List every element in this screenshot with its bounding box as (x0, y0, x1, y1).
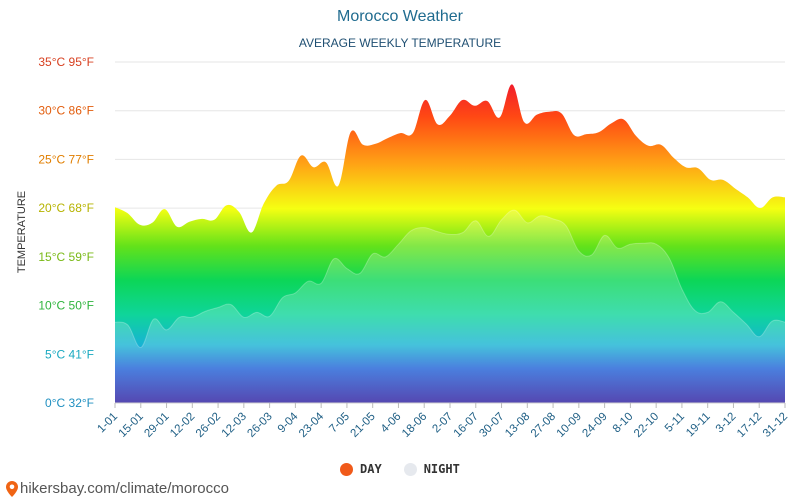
y-tick-label: 20°C 68°F (38, 201, 94, 215)
x-tick-label: 22-10 (632, 411, 661, 440)
source-link-text[interactable]: hikersbay.com/climate/morocco (20, 480, 229, 497)
x-tick-label: 27-08 (529, 411, 558, 440)
chart-legend: DAY NIGHT (340, 462, 460, 476)
y-axis-label: TEMPERATURE (16, 191, 28, 273)
y-tick-label: 15°C 59°F (38, 250, 94, 264)
x-tick-label: 12-03 (220, 411, 249, 440)
x-tick-label: 26-02 (194, 411, 223, 440)
x-tick-label: 19-11 (684, 411, 713, 440)
source-credit[interactable]: hikersbay.com/climate/morocco (6, 480, 229, 497)
y-tick-label: 25°C 77°F (38, 152, 94, 166)
x-tick-label: 17-12 (735, 411, 764, 440)
legend-day[interactable]: DAY (340, 462, 382, 476)
legend-day-marker (340, 462, 353, 476)
x-tick-label: 26-03 (245, 411, 274, 440)
legend-day-label: DAY (360, 462, 382, 476)
x-tick-label: 13-08 (503, 411, 532, 440)
chart-subtitle: AVERAGE WEEKLY TEMPERATURE (298, 36, 502, 50)
day-series-area (115, 84, 785, 403)
x-tick-label: 23-04 (297, 410, 327, 440)
chart-title: Morocco Weather (337, 8, 463, 25)
legend-night-marker (403, 462, 417, 476)
x-tick-label: 15-01 (117, 411, 146, 440)
x-tick-label: 18-06 (400, 411, 429, 440)
night-series-line (114, 209, 786, 348)
night-series-area (115, 210, 785, 403)
x-tick-label: 16-07 (452, 411, 481, 440)
x-tick-label: 10-09 (555, 411, 584, 440)
x-tick-label: 31-12 (761, 411, 790, 440)
map-pin-icon (6, 480, 18, 497)
y-tick-label: 10°C 50°F (38, 299, 94, 313)
x-tick-label: 24-09 (580, 411, 609, 440)
y-tick-label: 5°C 41°F (45, 347, 94, 361)
x-tick-label: 30-07 (477, 411, 506, 440)
y-tick-label: 35°C 95°F (38, 55, 94, 69)
x-tick-label: 12-02 (168, 411, 197, 440)
y-tick-label: 30°C 86°F (38, 104, 94, 118)
temperature-chart: 0°C 32°F 5°C 41°F 10°C 50°F 15°C 59°F 20°C 6… (16, 55, 790, 440)
x-tick-label: 29-01 (142, 411, 171, 440)
y-axis-ticks: 0°C 32°F 5°C 41°F 10°C 50°F 15°C 59°F 20°C 6… (38, 55, 94, 410)
legend-night-label: NIGHT (423, 462, 460, 476)
legend-night[interactable]: NIGHT (403, 462, 460, 476)
x-tick-label: 21-05 (349, 411, 378, 440)
y-tick-label: 0°C 32°F (45, 396, 94, 410)
